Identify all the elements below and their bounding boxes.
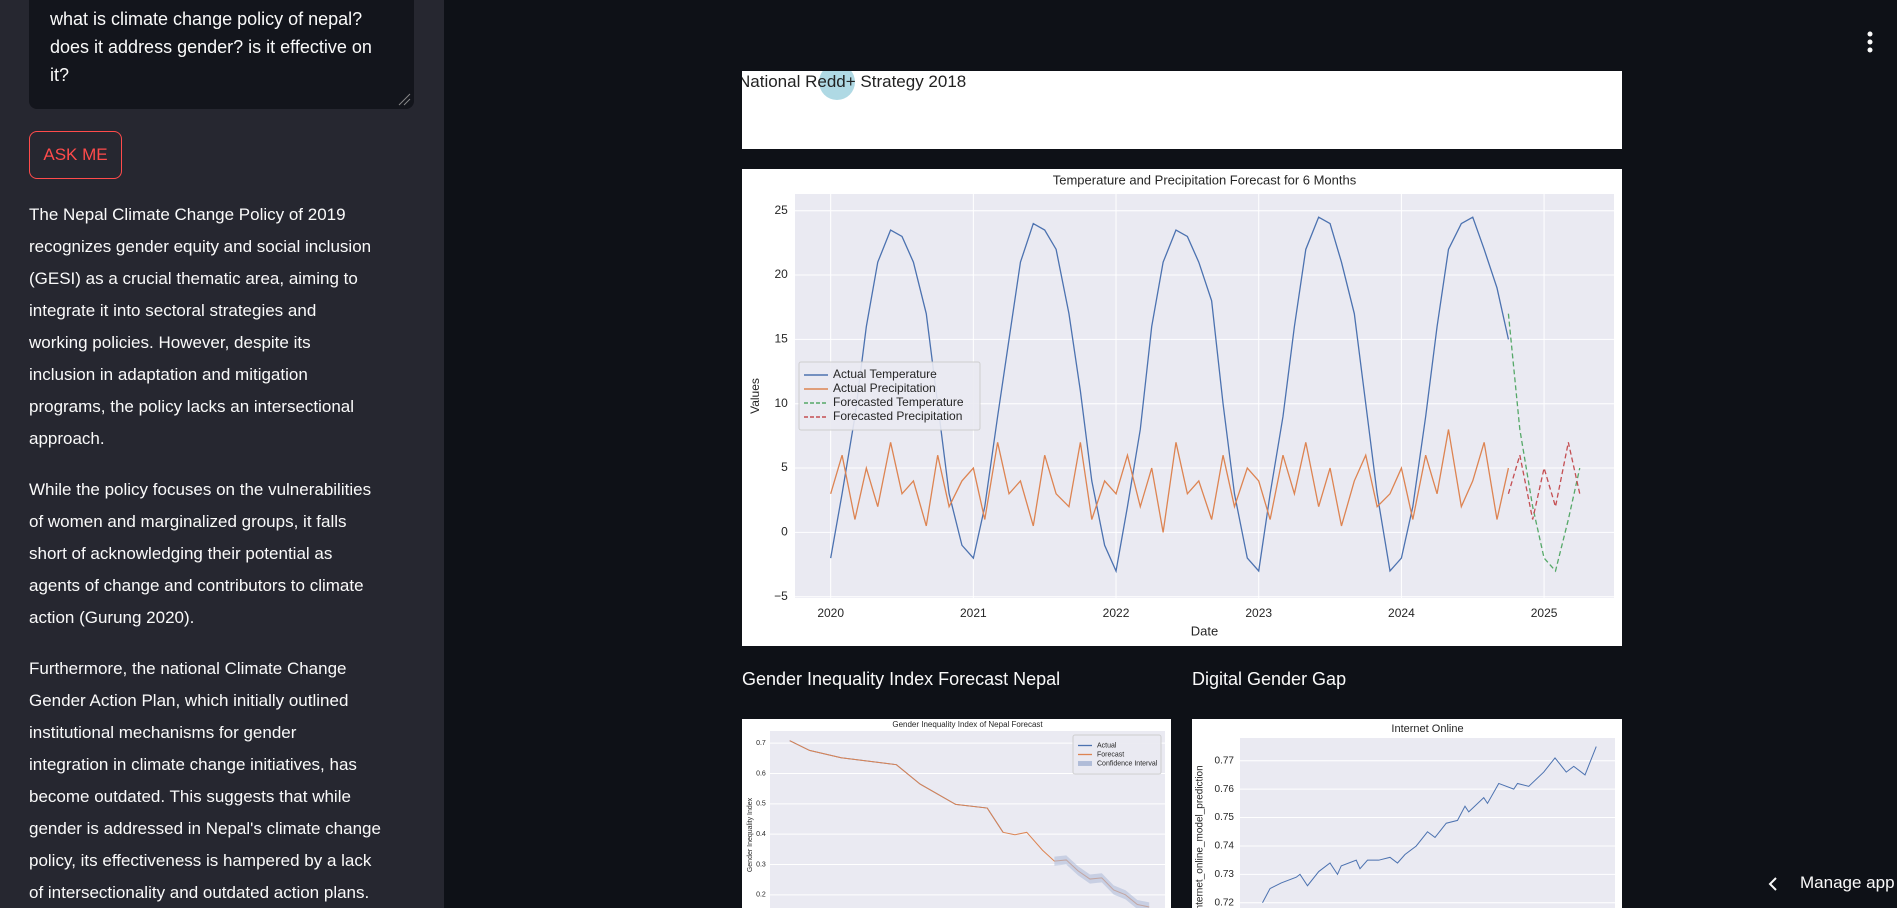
- chart: 0.7 0.6 0.5 0.4 0.3 0.2 Actual Forecast Confiden…: [742, 719, 1171, 908]
- y-tick-label: 25: [774, 203, 788, 217]
- y-tick-label: 10: [774, 396, 788, 410]
- legend-swatch: [1078, 761, 1092, 766]
- y-tick-label: 0: [781, 525, 788, 539]
- snippet-text: National Redd+ Strategy 2018: [742, 72, 967, 91]
- x-tick-label: 2021: [960, 606, 987, 620]
- legend-label: Forecasted Precipitation: [833, 409, 962, 423]
- chevron[interactable]: [1768, 877, 1777, 891]
- y-tick-label: 0.77: [1215, 755, 1235, 766]
- y-axis-label: Values: [748, 378, 762, 414]
- legend-label: Actual Precipitation: [833, 381, 936, 395]
- confidence-band: [1054, 855, 1150, 908]
- legend-label: Forecast: [1097, 751, 1124, 758]
- paragraph-line: policy, its effectiveness is hampered by…: [29, 851, 372, 870]
- paragraph-line: agents of change and contributors to cli…: [29, 576, 364, 595]
- highlight: [819, 71, 855, 100]
- paragraph-line: integrate it into sectoral strategies an…: [29, 301, 317, 320]
- question-line: what is climate change policy of nepal?: [50, 9, 363, 29]
- document-snippet: National Redd+ Strategy 2018: [742, 71, 1622, 149]
- y-tick-label: 0.6: [756, 770, 766, 777]
- series-line: [830, 429, 1510, 533]
- series-line: [1507, 313, 1581, 573]
- paragraph-line: gender is addressed in Nepal's climate c…: [29, 819, 381, 838]
- y-axis-label: Gender Inequality Index: [747, 797, 754, 872]
- x-axis-label: Date: [1191, 623, 1218, 638]
- y-tick-label: 0.74: [1215, 841, 1235, 852]
- y-tick-label: 0.5: [756, 801, 766, 808]
- menu-button[interactable]: [1867, 31, 1873, 53]
- y-tick-label: 5: [781, 460, 788, 474]
- paragraph-line: Furthermore, the national Climate Change: [29, 659, 347, 678]
- x-tick-label: 2023: [1245, 606, 1272, 620]
- legend-label: Actual: [1097, 742, 1117, 749]
- paragraph-line: The Nepal Climate Change Policy of 2019: [29, 205, 346, 224]
- y-tick-label: 0.76: [1215, 784, 1235, 795]
- paragraph-line: working policies. However, despite its: [29, 333, 311, 352]
- y-tick-label: 0.4: [756, 831, 766, 838]
- paragraph-line: approach.: [29, 429, 105, 448]
- paragraph: Furthermore, the national Climate Change…: [29, 653, 434, 908]
- legend: [1072, 734, 1162, 775]
- plot-area: [1240, 738, 1615, 908]
- x-tick-label: 2024: [1388, 606, 1415, 620]
- y-tick-label: 0.7: [756, 740, 766, 747]
- y-tick-label: 15: [774, 332, 788, 346]
- paragraph-line: of women and marginalized groups, it fal…: [29, 512, 347, 531]
- ask-button[interactable]: ASK ME: [29, 131, 122, 179]
- y-tick-label: 0.72: [1215, 897, 1235, 908]
- section-heading: Digital Gender Gap: [1192, 669, 1347, 689]
- series-line: [830, 216, 1510, 574]
- paragraph: The Nepal Climate Change Policy of 2019 r…: [29, 199, 434, 455]
- x-tick-label: 2025: [1531, 606, 1558, 620]
- chart: 0.77 0.76 0.75 0.74 0.73 0.72 Internet Online i…: [1192, 719, 1622, 908]
- paragraph-line: (GESI) as a crucial thematic area, aimin…: [29, 269, 358, 288]
- paragraph: While the policy focuses on the vulnerab…: [29, 474, 434, 634]
- paragraph-line: integration in climate change initiative…: [29, 755, 357, 774]
- manage-app[interactable]: Manage app: [1800, 873, 1895, 892]
- legend-label: Actual Temperature: [833, 367, 937, 381]
- x-tick-label: 2020: [817, 606, 844, 620]
- y-tick-label: −5: [774, 589, 788, 603]
- y-tick-label: 20: [774, 267, 788, 281]
- legend: [798, 361, 981, 431]
- legend-label: Confidence Interval: [1097, 760, 1158, 767]
- paragraph-line: institutional mechanisms for gender: [29, 723, 297, 742]
- series-line: [1507, 442, 1581, 520]
- chart-title: Temperature and Precipitation Forecast f…: [1053, 172, 1357, 187]
- resize-handle[interactable]: [397, 92, 411, 106]
- series-line: [1262, 746, 1597, 904]
- paragraph-line: of intersectionality and outdated action…: [29, 883, 370, 902]
- paragraph-line: programs, the policy lacks an intersecti…: [29, 397, 355, 416]
- y-tick-label: 0.2: [756, 892, 766, 899]
- question-line: does it address gender? is it effective …: [50, 37, 372, 57]
- paragraph-line: recognizes gender equity and social incl…: [29, 237, 372, 256]
- question-textarea[interactable]: what is climate change policy of nepal? d…: [29, 0, 414, 109]
- paragraph-line: While the policy focuses on the vulnerab…: [29, 480, 372, 499]
- paragraph-line: inclusion in adaptation and mitigation: [29, 365, 308, 384]
- paragraph-line: short of acknowledging their potential a…: [29, 544, 333, 563]
- sidebar: what is climate change policy of nepal? d…: [0, 0, 444, 908]
- paragraph-line: become outdated. This suggests that whil…: [29, 787, 351, 806]
- y-tick-label: 0.3: [756, 861, 766, 868]
- paragraph-line: Gender Action Plan, which initially outl…: [29, 691, 349, 710]
- x-tick-label: 2022: [1103, 606, 1130, 620]
- y-axis-label: internet_online_model_prediction: [1195, 765, 1206, 908]
- paragraph-line: action (Gurung 2020).: [29, 608, 195, 627]
- question-line: it?: [50, 65, 70, 85]
- y-tick-label: 0.73: [1215, 869, 1235, 880]
- y-tick-label: 0.75: [1215, 812, 1235, 823]
- section-heading: Gender Inequality Index Forecast Nepal: [742, 669, 1061, 689]
- answer: The Nepal Climate Change Policy of 2019 r…: [29, 199, 434, 908]
- chart-title: Internet Online: [1391, 723, 1463, 735]
- chart-title: Gender Inequality Index of Nepal Forecas…: [892, 720, 1043, 729]
- legend-label: Forecasted Temperature: [833, 395, 964, 409]
